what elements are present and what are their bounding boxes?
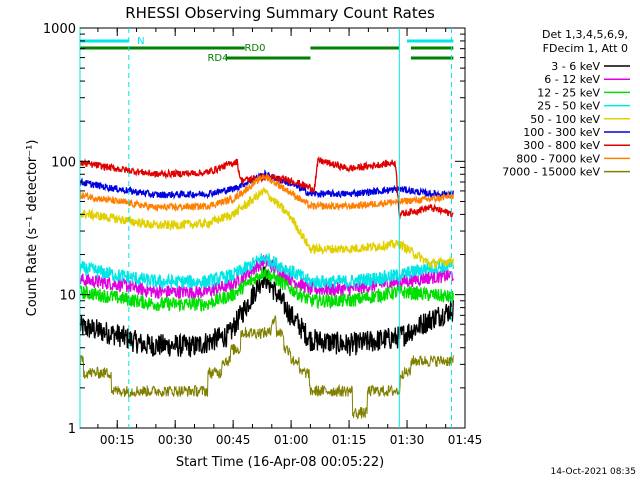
- series-line-4: [79, 253, 454, 290]
- legend-label-5: 50 - 100 keV: [530, 113, 600, 126]
- x-axis-label: Start Time (16-Apr-08 00:05:22): [176, 455, 384, 470]
- vline-layer: [79, 28, 452, 428]
- x-tick-label-1: 00:15: [100, 433, 135, 447]
- series-line-8: [79, 173, 454, 213]
- legend-label-6: 100 - 300 keV: [523, 126, 600, 139]
- legend-label-8: 800 - 7000 keV: [516, 152, 600, 165]
- x-tick-label-6: 01:30: [390, 433, 425, 447]
- x-tick-label-7: 01:45: [448, 433, 483, 447]
- series-layer: [79, 156, 454, 420]
- legend-header-line-2: FDecim 1, Att 0: [543, 42, 628, 55]
- x-tick-label-4: 01:00: [274, 433, 309, 447]
- series-line-1: [79, 266, 454, 358]
- series-line-5: [79, 187, 454, 270]
- flag-label-n: N: [137, 36, 144, 47]
- flag-label-rd4: RD4: [207, 53, 228, 64]
- y-tick-label-2: 10: [59, 289, 76, 304]
- legend-label-4: 25 - 50 keV: [537, 100, 600, 113]
- series-line-9: [79, 315, 454, 420]
- legend-label-7: 300 - 800 keV: [523, 139, 600, 152]
- chart-title: RHESSI Observing Summary Count Rates: [125, 4, 435, 22]
- x-tick-label-5: 01:15: [332, 433, 367, 447]
- legend-label-1: 3 - 6 keV: [551, 60, 600, 73]
- legend-header-line-1: Det 1,3,4,5,6,9,: [542, 28, 628, 41]
- flag-label-rd0: RD0: [244, 43, 265, 54]
- legend: Det 1,3,4,5,6,9, FDecim 1, Att 0 3 - 6 k…: [502, 28, 630, 179]
- x-tick-label-2: 00:30: [158, 433, 193, 447]
- legend-label-2: 6 - 12 keV: [544, 73, 600, 86]
- timestamp: 14-Oct-2021 08:35: [551, 467, 636, 477]
- y-tick-label-4: 1000: [43, 22, 76, 37]
- axis-layer: 00:15 00:30 00:45 01:00 01:15 01:30 01:45 1 10 10…: [43, 22, 482, 447]
- series-line-3: [79, 267, 454, 313]
- legend-label-9: 7000 - 15000 keV: [502, 166, 600, 179]
- y-axis-label: Count Rate (s⁻¹ detector⁻¹): [25, 140, 40, 317]
- legend-label-3: 12 - 25 keV: [537, 86, 600, 99]
- y-tick-label-3: 100: [51, 155, 76, 170]
- series-line-7: [79, 156, 454, 220]
- plot-frame: [79, 27, 466, 429]
- series-line-2: [79, 255, 454, 301]
- y-tick-label-1: 1: [68, 422, 76, 437]
- x-tick-label-3: 00:45: [216, 433, 251, 447]
- flag-layer: N RD0 RD4: [80, 36, 454, 64]
